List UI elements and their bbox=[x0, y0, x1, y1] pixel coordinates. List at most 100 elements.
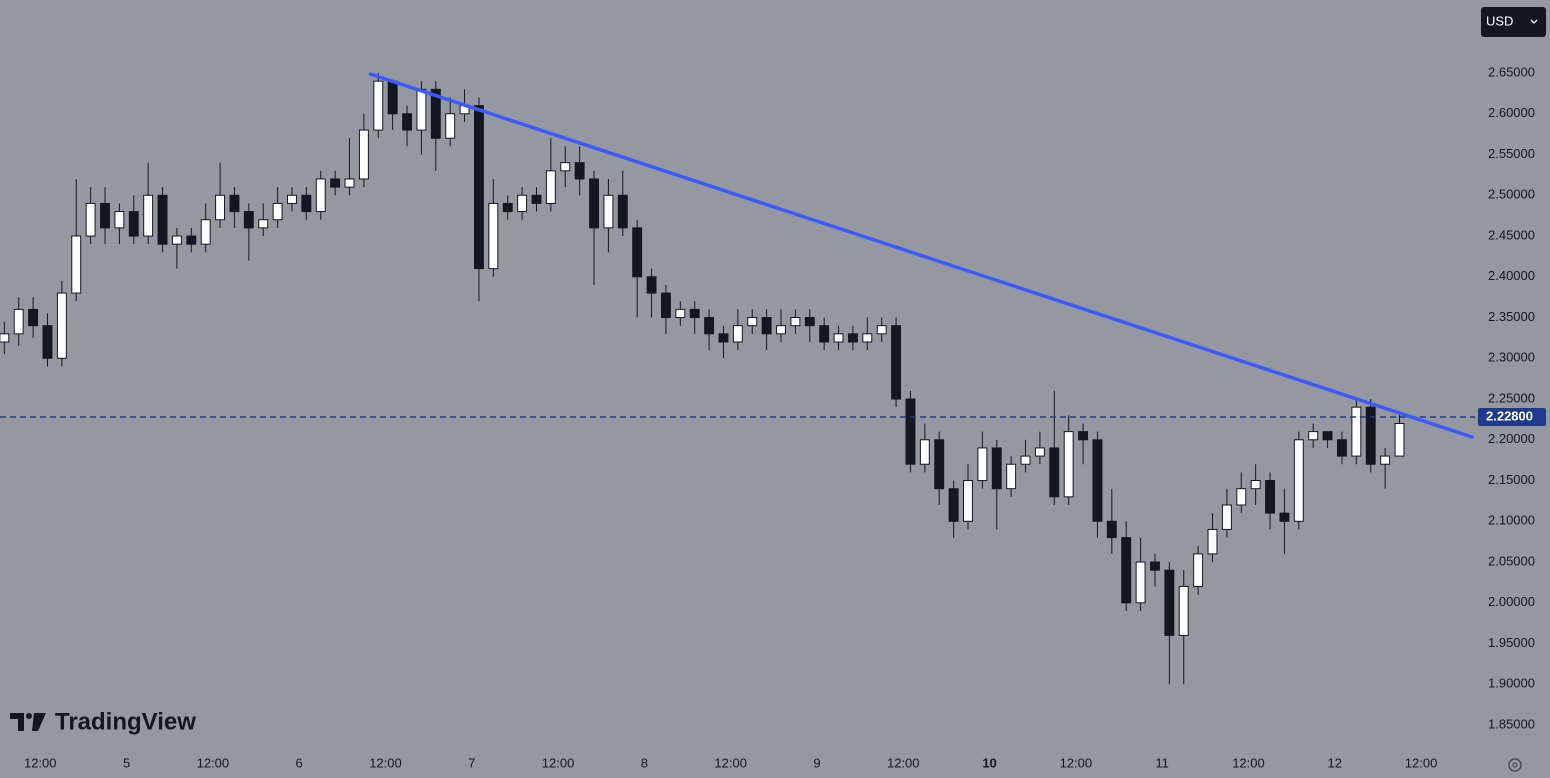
candle-body-up bbox=[977, 447, 988, 482]
settings-icon[interactable] bbox=[1508, 758, 1522, 772]
candle-body-up bbox=[963, 480, 973, 522]
candle-body-up bbox=[675, 308, 686, 319]
settings-gear bbox=[1508, 758, 1522, 772]
candle-body-down bbox=[402, 113, 413, 131]
candle-body-down bbox=[632, 227, 643, 278]
candle-body-up bbox=[517, 194, 528, 213]
candle-body-up bbox=[143, 194, 154, 237]
candle-body-up bbox=[215, 194, 226, 221]
candle-body-down bbox=[186, 235, 197, 245]
y-tick-label: 2.40000 bbox=[1488, 268, 1535, 283]
candle-body-down bbox=[617, 194, 628, 229]
candle-body-up bbox=[1351, 406, 1362, 457]
candle-body-up bbox=[1193, 553, 1204, 587]
currency-button-bg bbox=[1481, 7, 1546, 37]
y-tick-label: 2.45000 bbox=[1488, 227, 1535, 242]
candle-body-down bbox=[243, 211, 254, 229]
candle-body-up bbox=[919, 439, 930, 465]
candle-body-up bbox=[862, 333, 873, 343]
candle-body-down bbox=[1265, 480, 1275, 514]
x-tick-label: 12:00 bbox=[1060, 755, 1093, 770]
y-tick-label: 2.20000 bbox=[1488, 431, 1535, 446]
x-tick-label: 12:00 bbox=[197, 755, 230, 770]
candle-body-up bbox=[776, 325, 786, 335]
candle-body-down bbox=[934, 439, 945, 490]
candle-body-up bbox=[876, 325, 887, 335]
candle-body-down bbox=[718, 333, 729, 343]
candle-body-down bbox=[1365, 406, 1376, 465]
currency-button[interactable]: USD bbox=[1481, 7, 1546, 37]
y-tick-label: 2.50000 bbox=[1488, 187, 1535, 202]
candle-body-down bbox=[1049, 447, 1060, 498]
candle-body-up bbox=[114, 211, 125, 229]
y-tick-label: 1.90000 bbox=[1488, 676, 1535, 691]
candle-body-up bbox=[13, 308, 24, 335]
candle-body-up bbox=[445, 113, 456, 139]
x-tick-label: 12:00 bbox=[369, 755, 402, 770]
candle-body-down bbox=[1279, 512, 1290, 522]
x-tick-label: 12:00 bbox=[24, 755, 57, 770]
candle-body-down bbox=[157, 194, 168, 245]
candle-body-up bbox=[0, 333, 10, 343]
candle-body-down bbox=[1150, 561, 1160, 571]
candle-body-up bbox=[373, 80, 384, 131]
candle-body-down bbox=[804, 317, 815, 327]
logo-icon-slash bbox=[32, 713, 46, 731]
plot-area bbox=[0, 73, 1405, 685]
candle-body-up bbox=[1178, 585, 1189, 636]
x-tick-label: 12:00 bbox=[887, 755, 920, 770]
candle-body-up bbox=[1293, 439, 1304, 522]
candle-body-up bbox=[315, 178, 326, 213]
candle-body-up bbox=[1380, 455, 1391, 465]
candle-body-up bbox=[833, 333, 844, 343]
last-price-label: 2.22800 bbox=[1486, 408, 1533, 423]
y-tick-label: 2.65000 bbox=[1488, 64, 1535, 79]
candle-body-down bbox=[387, 80, 398, 115]
candle-body-up bbox=[1063, 431, 1074, 498]
trendline bbox=[368, 72, 1474, 439]
x-tick-label: 12:00 bbox=[1405, 755, 1438, 770]
x-tick-label: 12:00 bbox=[542, 755, 575, 770]
candle-body-up bbox=[1207, 528, 1218, 555]
chevron bbox=[1530, 19, 1538, 24]
candle-body-up bbox=[1034, 447, 1045, 457]
currency-label: USD bbox=[1486, 13, 1513, 28]
candle-body-down bbox=[531, 194, 542, 204]
candle-body-down bbox=[128, 211, 139, 237]
x-tick-label: 11 bbox=[1155, 755, 1169, 770]
candle-body-down bbox=[301, 194, 312, 213]
candle-body-down bbox=[330, 178, 341, 188]
candle-body-down bbox=[502, 202, 513, 213]
candle-body-up bbox=[560, 162, 571, 172]
candle-body-down bbox=[761, 317, 772, 335]
y-tick-label: 2.25000 bbox=[1488, 390, 1535, 405]
x-tick-label: 12:00 bbox=[1232, 755, 1265, 770]
candle-body-down bbox=[704, 317, 715, 335]
candle-body-up bbox=[85, 202, 96, 237]
candle-body-down bbox=[847, 333, 858, 343]
candle-body-up bbox=[358, 129, 369, 180]
candle-body-up bbox=[1006, 463, 1017, 490]
candle-body-down bbox=[1121, 537, 1132, 604]
logo-icon-t bbox=[10, 713, 24, 731]
candle-body-up bbox=[416, 88, 427, 131]
candle-body-up bbox=[1394, 422, 1405, 457]
candle-body-down bbox=[28, 308, 39, 327]
candle-body-down bbox=[1078, 431, 1089, 441]
candle-body-up bbox=[344, 178, 355, 188]
candle-body-up bbox=[545, 170, 556, 204]
y-tick-label: 1.95000 bbox=[1488, 635, 1535, 650]
candle-body-down bbox=[819, 325, 830, 343]
y-tick-label: 2.05000 bbox=[1488, 553, 1535, 568]
y-tick-label: 2.35000 bbox=[1488, 309, 1535, 324]
y-tick-label: 2.30000 bbox=[1488, 350, 1535, 365]
x-tick-label: 9 bbox=[813, 755, 820, 770]
candle-body-down bbox=[574, 162, 585, 180]
candle-body-up bbox=[1308, 431, 1319, 441]
candle-body-down bbox=[1336, 439, 1347, 457]
candle-body-down bbox=[100, 202, 110, 229]
candle-body-up bbox=[1236, 488, 1247, 506]
x-tick-label: 12:00 bbox=[714, 755, 747, 770]
